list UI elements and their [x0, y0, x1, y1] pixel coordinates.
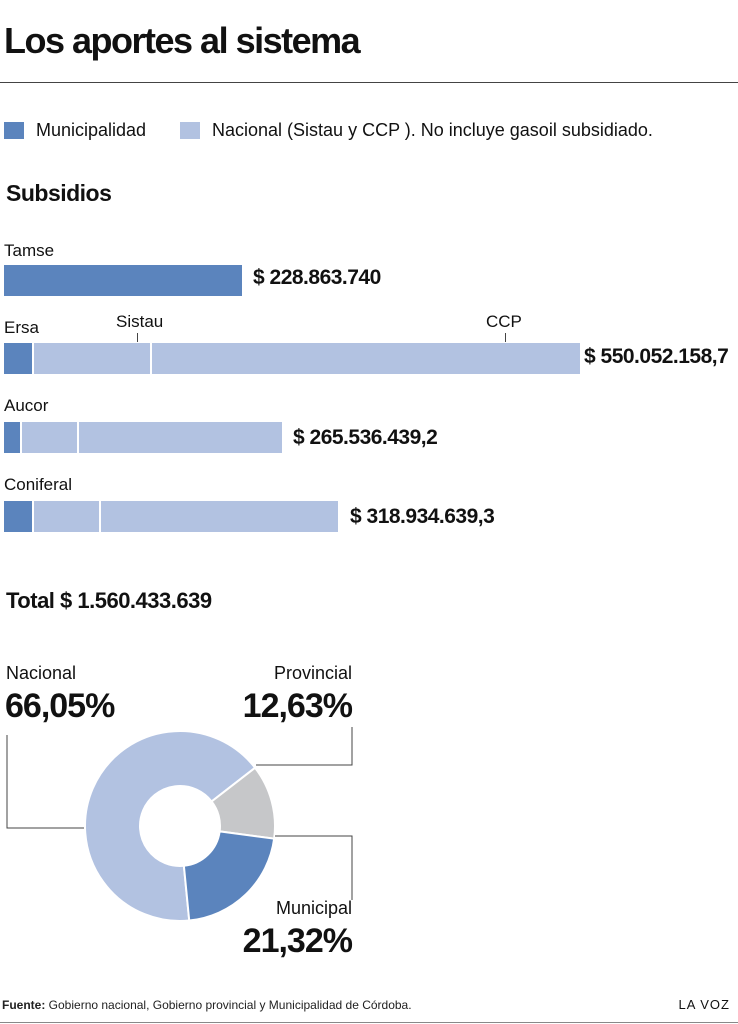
legend-label-nacional: Nacional (Sistau y CCP ). No incluye gas…	[212, 120, 653, 140]
footer-divider	[0, 1022, 738, 1023]
legend-swatch-municipal	[4, 122, 24, 139]
bar-category-label: Ersa	[4, 318, 39, 337]
bar-total-label: $ 265.536.439,2	[293, 426, 438, 449]
bar-total-label: $ 318.934.639,3	[350, 505, 495, 528]
bar-total-label: $ 550.052.158,7	[584, 345, 729, 368]
pie-slice-value-municipal: 21,32%	[242, 922, 353, 960]
donut-slice-municipal	[182, 830, 276, 922]
brand-logo: LA VOZ	[678, 997, 730, 1012]
source-text: Gobierno nacional, Gobierno provincial y…	[45, 998, 412, 1012]
bar-segment-ccp	[79, 422, 283, 453]
page-title: Los aportes al sistema	[4, 20, 361, 61]
bar-segment-municipal	[4, 265, 242, 296]
leader-line-municipal	[275, 835, 353, 900]
bar-category-label: Coniferal	[4, 475, 73, 494]
pie-slice-value-provincial: 12,63%	[242, 687, 353, 725]
bar-segment-sistau	[21, 422, 78, 453]
segment-label-sistau: Sistau	[116, 312, 164, 331]
bar-segment-municipal	[4, 343, 33, 374]
bar-segment-ccp	[151, 343, 580, 374]
bar-segment-municipal	[4, 422, 20, 453]
bar-chart-heading: Subsidios	[6, 180, 112, 206]
source-label: Fuente:	[2, 998, 46, 1012]
legend-swatch-nacional	[180, 122, 200, 139]
pie-slice-name-municipal: Municipal	[275, 898, 352, 918]
bar-category-label: Tamse	[4, 241, 55, 260]
pie-slice-value-nacional: 66,05%	[5, 687, 115, 725]
pie-slice-name-nacional: Nacional	[6, 663, 77, 683]
segment-label-ccp: CCP	[486, 312, 522, 331]
leader-line-provincial	[256, 727, 353, 766]
donut-slice-nacional	[84, 730, 257, 922]
bar-category-label: Aucor	[4, 396, 49, 415]
bar-segment-sistau	[34, 343, 150, 374]
donut-chart	[6, 727, 353, 922]
total-label: Total $ 1.560.433.639	[6, 588, 212, 613]
pie-slice-name-provincial: Provincial	[273, 663, 352, 683]
bar-total-label: $ 228.863.740	[253, 266, 381, 289]
bar-segment-ccp	[101, 501, 338, 532]
bar-segment-sistau	[34, 501, 100, 532]
segment-tick-ccp	[505, 333, 506, 342]
bar-segment-municipal	[4, 501, 33, 532]
leader-line-nacional	[6, 735, 84, 829]
segment-tick-sistau	[137, 333, 138, 342]
source-note: Fuente: Gobierno nacional, Gobierno prov…	[2, 998, 412, 1012]
title-divider	[0, 82, 738, 83]
legend-label-municipal: Municipalidad	[36, 120, 147, 140]
